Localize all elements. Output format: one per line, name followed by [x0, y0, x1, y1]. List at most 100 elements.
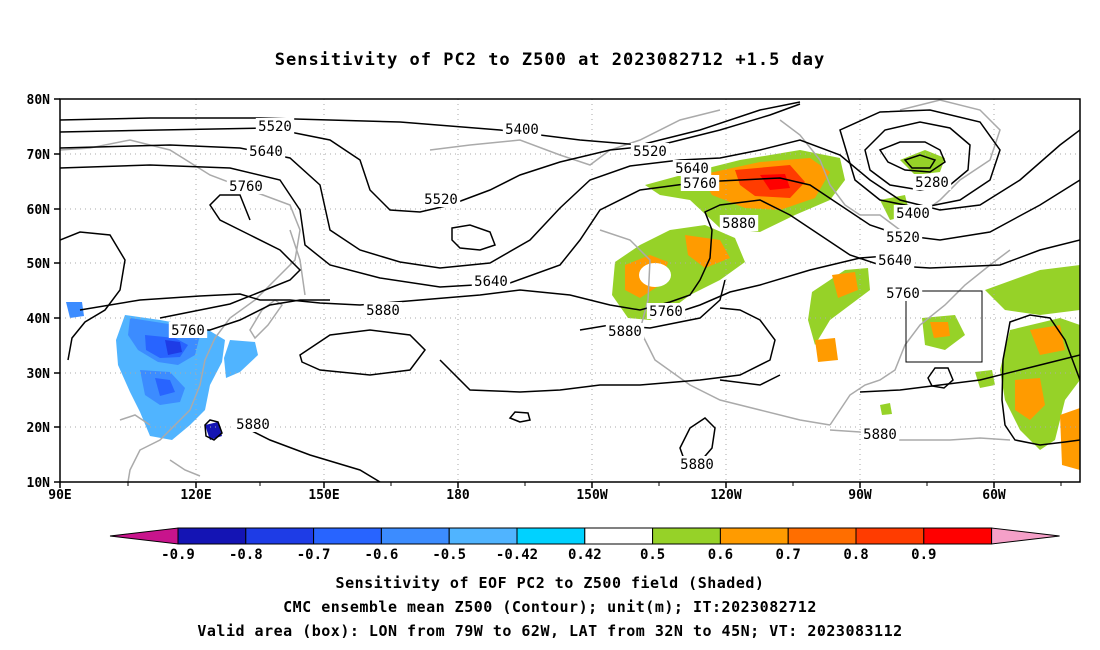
- contour-label: 5280: [915, 175, 949, 191]
- colorbar-segment: [380, 527, 450, 545]
- contour-label-bg: [719, 215, 759, 231]
- contour-label-bg: [912, 174, 952, 190]
- lon-tick-label: 90E: [48, 488, 71, 503]
- lat-tick-label: 20N: [27, 421, 51, 436]
- map-area: [60, 99, 1080, 482]
- colorbar-segment: [652, 527, 721, 545]
- colorbar-label: 0.5: [640, 547, 665, 563]
- contour-label-bg: [672, 160, 712, 176]
- contour-label: 5880: [680, 457, 714, 473]
- contour-label: 5760: [229, 179, 263, 195]
- colorbar-segment: [787, 527, 857, 545]
- valid-area-box: [905, 290, 983, 363]
- contour-label-bg: [883, 229, 923, 245]
- lon-tick-label: 120W: [710, 488, 741, 503]
- contour-label: 5640: [474, 274, 508, 290]
- lat-tick-label: 30N: [27, 367, 51, 382]
- contour-label: 5760: [171, 323, 205, 339]
- colorbar-label: -0.6: [365, 547, 399, 563]
- contour-label-bg: [860, 426, 900, 442]
- colorbar-low-arrow: [109, 527, 179, 545]
- colorbar-segment: [516, 527, 586, 545]
- lon-tick-label: 150E: [308, 488, 339, 503]
- contour-label: 5640: [878, 253, 912, 269]
- contour-label-bg: [883, 285, 923, 301]
- colorbar-label: -0.9: [161, 547, 195, 563]
- colorbar-label: -0.42: [496, 547, 538, 563]
- contour-label: 5640: [249, 144, 283, 160]
- negative-sensitivity-shading: [66, 302, 258, 440]
- contour-label-bg: [471, 273, 511, 289]
- contour-label-bg: [605, 323, 645, 339]
- lon-tick-label: 120E: [180, 488, 211, 503]
- contour-label-bg: [255, 118, 295, 134]
- contour-label-bg: [226, 178, 266, 194]
- contour-label-bg: [680, 175, 720, 191]
- footer-line-1: Sensitivity of EOF PC2 to Z500 field (Sh…: [335, 574, 765, 592]
- contour-label: 5520: [258, 119, 292, 135]
- contour-label: 5400: [896, 206, 930, 222]
- lon-tick-label: 60W: [982, 488, 1006, 503]
- map-frame: [59, 98, 1081, 483]
- contour-label: 5760: [886, 286, 920, 302]
- footer-line-3: Valid area (box): LON from 79W to 62W, L…: [197, 622, 903, 640]
- colorbar-label: -0.5: [432, 547, 466, 563]
- contour-label: 5880: [366, 303, 400, 319]
- contour-label: 5880: [608, 324, 642, 340]
- colorbar-segment: [448, 527, 518, 545]
- footer-line-2: CMC ensemble mean Z500 (Contour); unit(m…: [283, 598, 817, 616]
- contour-label-bg: [893, 205, 933, 221]
- colorbar-label: 0.6: [708, 547, 733, 563]
- contour-label-bg: [246, 143, 286, 159]
- lat-tick-label: 80N: [27, 93, 51, 108]
- colorbar-segment: [923, 527, 993, 545]
- positive-sensitivity-shading: [612, 150, 1080, 470]
- colorbar-segment: [855, 527, 925, 545]
- colorbar-segment: [245, 527, 315, 545]
- z500-contours: [60, 101, 1080, 482]
- colorbar-segment: [584, 527, 654, 545]
- contour-label: 5520: [886, 230, 920, 246]
- contour-label-bg: [363, 302, 403, 318]
- contour-label: 5880: [236, 417, 270, 433]
- colorbar-high-arrow: [991, 527, 1060, 545]
- contour-label-bg: [630, 143, 670, 159]
- lat-tick-label: 70N: [27, 148, 51, 163]
- colorbar-segment: [719, 527, 789, 545]
- coastlines: [60, 99, 1011, 482]
- map-title: Sensitivity of PC2 to Z500 at 2023082712…: [274, 50, 826, 70]
- lat-tick-label: 50N: [27, 257, 51, 272]
- colorbar: -0.9 -0.8 -0.7 -0.6 -0.5 -0.42 0.42 0.5 0.6 0.7 0.…: [109, 527, 1060, 563]
- contour-label: 5400: [505, 122, 539, 138]
- contour-label-bg: [168, 322, 208, 338]
- contour-label: 5760: [649, 304, 683, 320]
- colorbar-label: -0.7: [297, 547, 331, 563]
- contour-label: 5640: [675, 161, 709, 177]
- colorbar-segment: [313, 527, 382, 545]
- contour-label-bg: [646, 303, 686, 319]
- contour-label: 5520: [633, 144, 667, 160]
- contour-label-bg: [677, 456, 717, 472]
- contour-label-bg: [421, 191, 461, 207]
- lat-tick-label: 40N: [27, 312, 51, 327]
- lat-tick-label: 60N: [27, 203, 51, 218]
- contour-label: 5880: [863, 427, 897, 443]
- contour-label-bg: [233, 416, 273, 432]
- contour-label-bg: [875, 252, 915, 268]
- lon-tick-label: 150W: [576, 488, 607, 503]
- colorbar-segment: [177, 527, 247, 545]
- contour-label: 5760: [683, 176, 717, 192]
- lat-tick-label: 10N: [27, 476, 51, 491]
- lon-tick-label: 90W: [848, 488, 872, 503]
- colorbar-label: 0.42: [568, 547, 602, 563]
- lon-tick-label: 180: [446, 488, 470, 503]
- colorbar-label: -0.8: [229, 547, 263, 563]
- contour-label-bg: [502, 121, 542, 137]
- contour-label: 5880: [722, 216, 756, 232]
- colorbar-label: 0.7: [776, 547, 801, 563]
- colorbar-label: 0.9: [911, 547, 936, 563]
- colorbar-label: 0.8: [843, 547, 868, 563]
